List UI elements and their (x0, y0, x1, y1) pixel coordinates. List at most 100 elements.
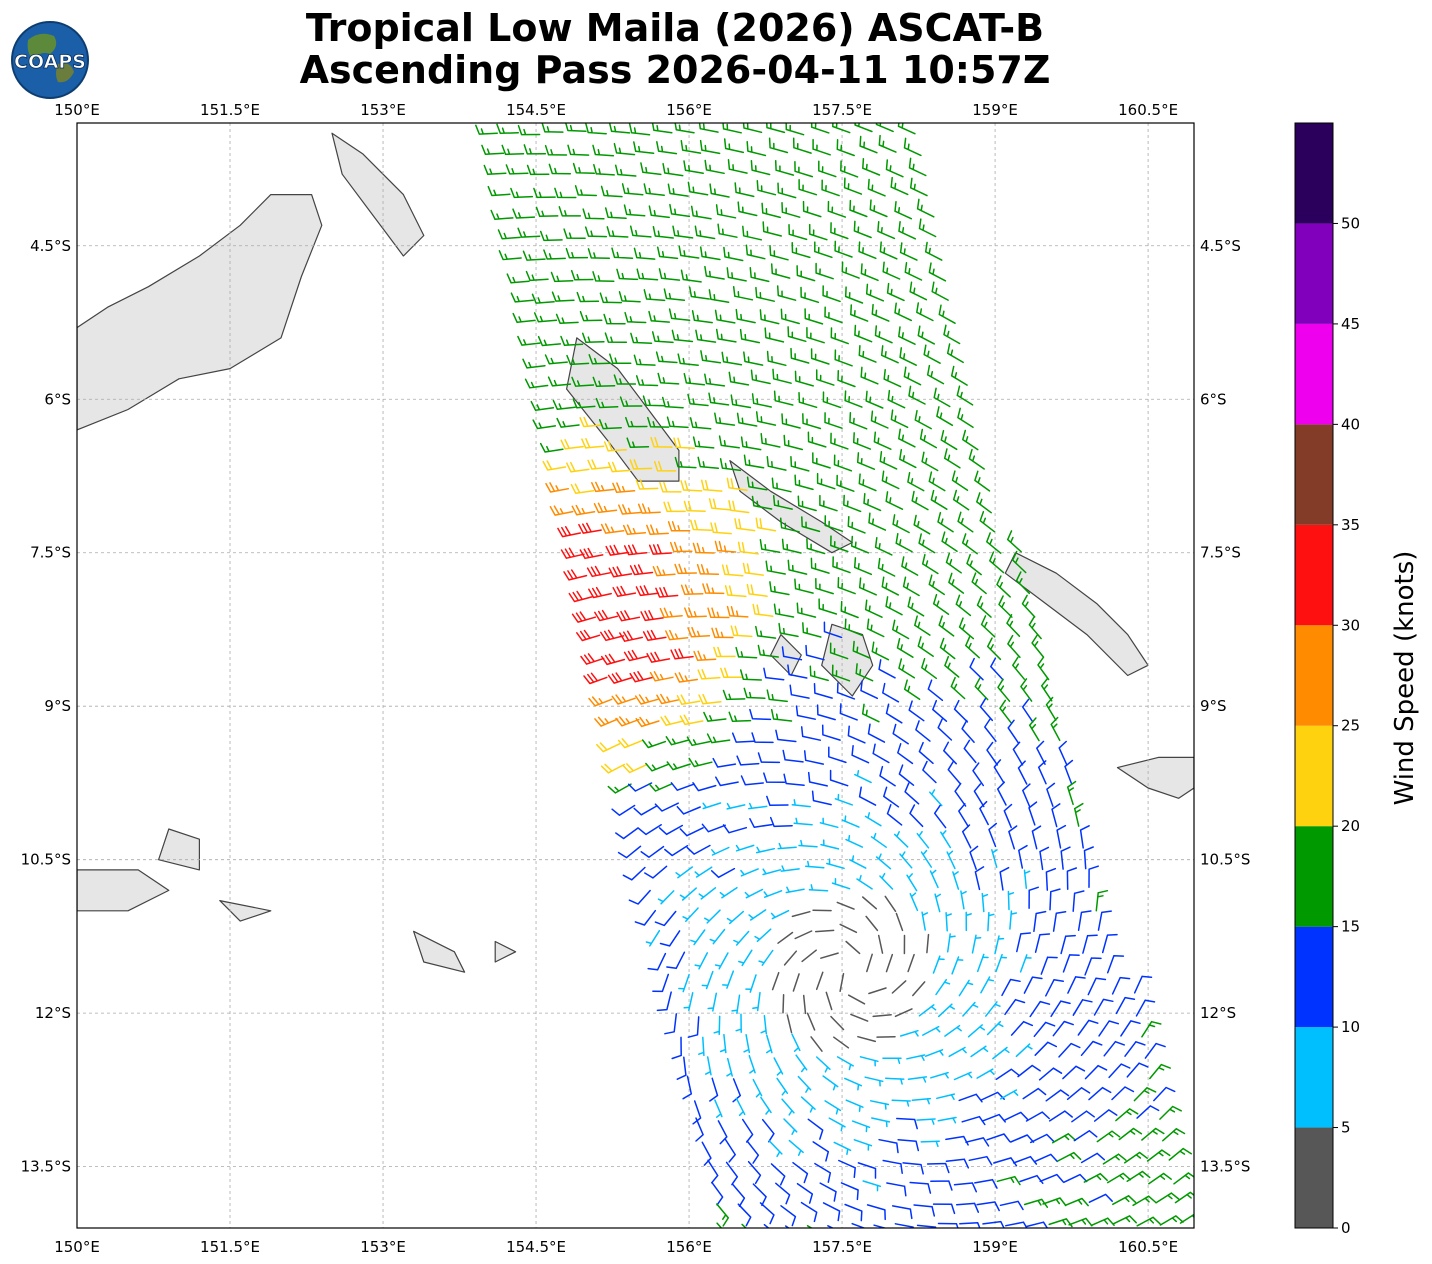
wind-barb (574, 185, 598, 197)
wind-barb (517, 227, 541, 238)
land-island-12 (494, 940, 517, 963)
wind-barb (605, 544, 630, 556)
wind-barb (921, 451, 939, 472)
wind-barb (711, 627, 734, 639)
wind-barb (697, 669, 721, 680)
wind-barb (1072, 890, 1085, 912)
wind-barb (497, 229, 521, 240)
wind-barb (658, 824, 684, 836)
wind-barb (961, 824, 972, 849)
wind-barb (517, 124, 541, 136)
wind-barb (635, 375, 659, 387)
wind-barb (713, 646, 736, 658)
wind-barb (787, 559, 808, 575)
wind-barb (1088, 1086, 1112, 1101)
wind-barb (882, 1159, 903, 1174)
wind-barb (581, 332, 605, 344)
wind-barb (785, 123, 805, 136)
wind-barb (944, 655, 960, 678)
wind-barb (766, 689, 788, 703)
wind-barb (1159, 1215, 1184, 1226)
wind-barb (959, 1222, 981, 1228)
wind-barb (824, 515, 844, 532)
wind-barb (1015, 571, 1031, 595)
wind-barb (659, 607, 683, 619)
wind-barb (860, 366, 879, 385)
wind-barb (1072, 999, 1093, 1016)
wind-barb (961, 719, 975, 743)
lat-tick-label-right: 12°S (1200, 1004, 1236, 1022)
wind-barb (487, 185, 511, 197)
wind-barb (716, 1203, 730, 1227)
wind-barb (999, 866, 1010, 891)
wind-barb (651, 123, 673, 134)
coaps-logo: COAPS (11, 21, 89, 99)
wind-barb (680, 584, 704, 595)
wind-barb (773, 603, 795, 618)
wind-barb (847, 994, 866, 1005)
wind-barb (625, 416, 648, 428)
wind-barb (1133, 1087, 1157, 1102)
wind-barb (933, 387, 951, 408)
wind-barb (634, 694, 660, 705)
wind-barb (868, 987, 887, 995)
wind-barb (788, 224, 808, 241)
wind-barb (734, 518, 756, 532)
wind-barb (999, 1200, 1024, 1211)
wind-barb (808, 884, 829, 892)
wind-barb (595, 397, 619, 409)
wind-barb (890, 409, 909, 429)
wind-barb (818, 160, 837, 178)
wind-barb (1052, 1020, 1074, 1037)
wind-barb (830, 1015, 845, 1031)
wind-barb (844, 1077, 863, 1091)
wind-barb (945, 1158, 970, 1169)
wind-barb (909, 892, 919, 912)
wind-barb (637, 503, 661, 514)
wind-barb (704, 159, 725, 175)
wind-barb (922, 1025, 941, 1036)
wind-barb (865, 915, 879, 932)
wind-barb (730, 394, 752, 409)
wind-barb (679, 714, 704, 726)
wind-barb (611, 247, 634, 259)
wind-barb (878, 1138, 899, 1154)
wind-barb (897, 1139, 920, 1152)
wind-barb (657, 372, 680, 385)
wind-barb (945, 1135, 969, 1146)
wind-barb (912, 981, 926, 997)
colorbar-segment-2 (1295, 926, 1333, 1028)
wind-barb (735, 844, 755, 852)
wind-barb (566, 354, 590, 366)
wind-barb (707, 1159, 719, 1184)
wind-barb (604, 207, 627, 219)
wind-barb (579, 310, 603, 322)
wind-barb (680, 269, 702, 283)
wind-barb (865, 283, 885, 302)
wind-barb (969, 845, 979, 870)
wind-barb (742, 123, 763, 134)
wind-barb (707, 992, 718, 1012)
wind-barb (660, 715, 685, 726)
wind-barb (928, 574, 945, 596)
wind-barb (839, 923, 858, 934)
wind-barb (740, 436, 762, 451)
wind-barb (674, 672, 699, 683)
wind-barb (777, 931, 794, 944)
wind-barb (1096, 1130, 1121, 1143)
wind-barb (830, 327, 849, 345)
colorbar-segment-8 (1295, 323, 1333, 425)
wind-barb (870, 832, 887, 848)
wind-barb (544, 354, 568, 365)
wind-barb (836, 682, 856, 700)
wind-barb (805, 644, 825, 661)
wind-barb (974, 677, 989, 701)
wind-barb (807, 1118, 824, 1140)
wind-barb (709, 928, 726, 945)
wind-barb (906, 873, 918, 892)
wind-barb (1006, 530, 1022, 553)
wind-barb (608, 566, 633, 578)
wind-barb (1115, 1108, 1139, 1122)
colorbar-segment-3 (1295, 826, 1333, 927)
wind-barb (802, 622, 822, 638)
